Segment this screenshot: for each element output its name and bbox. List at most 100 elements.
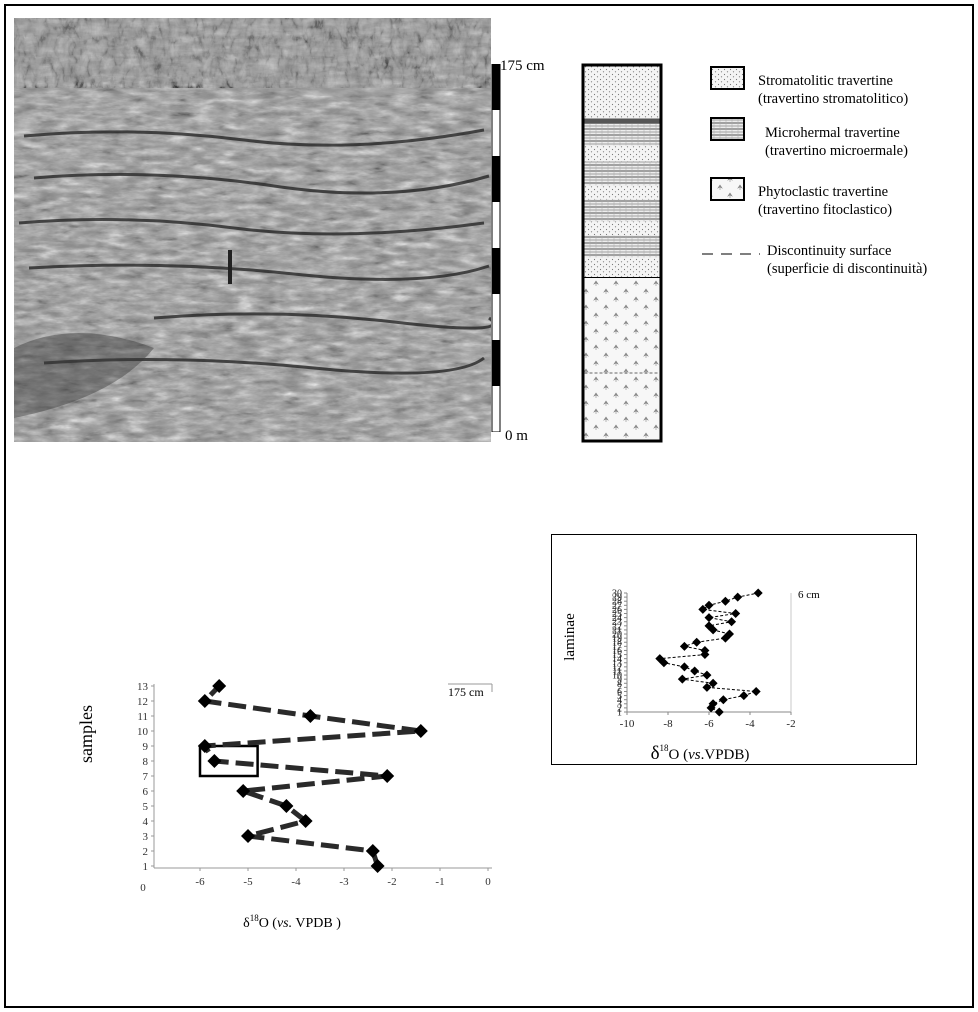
laminae-data-point <box>714 707 724 717</box>
samples-data-point <box>370 859 385 873</box>
laminae-data-point <box>751 686 761 696</box>
laminae-chart: 1234567891011121314151617181920212223242… <box>562 588 820 764</box>
stratigraphic-column <box>581 63 663 443</box>
samples-ytick-label: 4 <box>143 816 149 828</box>
laminae-ytick-label: 21 <box>612 625 622 636</box>
laminae-xtick-label: -2 <box>786 718 795 730</box>
samples-data-point <box>380 769 395 783</box>
samples-data-point <box>279 799 294 813</box>
samples-data-point <box>236 784 251 798</box>
laminae-chart-xlabel: δ18O (vs.VPDB) <box>651 743 750 764</box>
samples-data-point <box>413 724 428 738</box>
laminae-data-point <box>725 629 734 639</box>
laminae-ytick-label: 17 <box>612 642 622 653</box>
laminae-ytick-label: 9 <box>617 675 622 686</box>
laminae-data-point <box>702 670 712 680</box>
laminae-ytick-label: 5 <box>617 691 622 702</box>
laminae-ytick-label: 10 <box>612 671 622 682</box>
laminae-ytick-label: 7 <box>617 683 622 694</box>
samples-ytick-label: 10 <box>137 726 149 738</box>
laminae-ytick-label: 14 <box>612 654 622 665</box>
laminae-ytick-label: 3 <box>617 699 622 710</box>
legend-item-stromatolitic: Stromatolitic travertine (travertino stro… <box>758 73 909 107</box>
laminae-ytick-label: 20 <box>612 630 622 641</box>
laminae-ytick-label: 19 <box>612 634 622 645</box>
laminae-ytick-label: 4 <box>617 695 622 706</box>
samples-xtick-label: -2 <box>387 876 396 888</box>
laminae-data-point <box>677 674 687 684</box>
laminae-data-point <box>720 633 730 643</box>
samples-data-point <box>241 829 255 843</box>
samples-xtick-label: -4 <box>291 876 301 888</box>
laminae-ytick-label: 12 <box>612 662 622 673</box>
laminae-chart-annotation: 6 cm <box>798 589 820 601</box>
outcrop-photo <box>14 18 491 442</box>
samples-ytick-label: 5 <box>143 801 149 813</box>
samples-ytick-label: 8 <box>143 756 149 768</box>
legend-swatch-phytoclastic <box>710 177 745 201</box>
samples-chart-annotation: 175 cm <box>448 685 484 699</box>
laminae-ytick-label: 18 <box>612 638 622 649</box>
samples-ytick-label: 12 <box>137 696 148 708</box>
laminae-data-point <box>718 695 728 705</box>
laminae-chart-ylabel: laminae <box>562 613 578 661</box>
scale-bar <box>491 64 501 432</box>
laminae-data-point <box>739 691 749 701</box>
samples-chart-extra-xtick: 0 <box>140 882 146 894</box>
samples-data-point <box>207 754 222 768</box>
samples-chart-xlabel: δ18O (vs. VPDB ) <box>243 913 341 931</box>
samples-data-point <box>365 844 380 858</box>
samples-ytick-label: 3 <box>143 831 149 843</box>
samples-ytick-label: 1 <box>143 861 149 873</box>
laminae-xtick-label: -10 <box>620 718 635 730</box>
laminae-ytick-label: 6 <box>617 687 622 698</box>
laminae-data-point <box>727 617 737 627</box>
laminae-data-point <box>679 641 689 651</box>
laminae-xtick-label: -6 <box>704 718 714 730</box>
legend-swatch-stromatolitic <box>710 66 745 90</box>
samples-xtick-label: 0 <box>485 876 491 888</box>
legend-swatch-discontinuity <box>702 253 760 255</box>
scale-top-label: 175 cm <box>500 58 545 74</box>
laminae-ytick-label: 28 <box>612 597 622 608</box>
laminae-data-point <box>655 654 665 664</box>
samples-chart-ylabel: samples <box>76 705 96 763</box>
laminae-data-point <box>698 604 708 614</box>
laminae-chart-frame <box>551 534 917 765</box>
laminae-ytick-label: 23 <box>612 617 622 628</box>
figure-frame <box>4 4 974 1008</box>
laminae-data-point <box>679 662 689 672</box>
laminae-data-point <box>733 592 743 602</box>
laminae-ytick-label: 25 <box>612 609 622 620</box>
legend-swatch-microhermal <box>710 117 745 141</box>
laminae-data-point <box>708 699 718 709</box>
laminae-data-point <box>704 613 714 623</box>
samples-data-point <box>197 739 212 753</box>
samples-ytick-label: 11 <box>137 711 148 723</box>
samples-xtick-label: -1 <box>435 876 444 888</box>
laminae-data-point <box>704 600 714 610</box>
laminae-data-point <box>731 609 741 619</box>
laminae-data-point <box>704 621 714 631</box>
laminae-ytick-label: 24 <box>612 613 622 624</box>
legend-item-discontinuity: Discontinuity surface (superficie di disc… <box>767 243 928 277</box>
laminae-ytick-label: 13 <box>612 658 622 669</box>
laminae-data-point <box>708 678 718 688</box>
legend-item-phytoclastic: Phytoclastic travertine (travertino fitoc… <box>758 184 893 218</box>
samples-ytick-label: 2 <box>143 846 149 858</box>
laminae-ytick-label: 26 <box>612 605 622 616</box>
legend-item-microhermal: Microhermal travertine (travertino microe… <box>765 125 908 159</box>
laminae-xtick-label: -4 <box>745 718 755 730</box>
laminae-ytick-label: 22 <box>612 621 622 632</box>
samples-ytick-label: 9 <box>143 741 149 753</box>
laminae-ytick-label: 29 <box>612 593 622 604</box>
laminae-data-point <box>753 588 763 598</box>
laminae-ytick-label: 30 <box>612 589 622 600</box>
samples-data-point <box>197 694 212 708</box>
laminae-ytick-label: 2 <box>617 703 622 714</box>
laminae-data-point <box>692 637 702 647</box>
laminae-ytick-label: 16 <box>612 646 622 657</box>
samples-xtick-label: -6 <box>195 876 205 888</box>
samples-ytick-label: 13 <box>137 681 149 693</box>
